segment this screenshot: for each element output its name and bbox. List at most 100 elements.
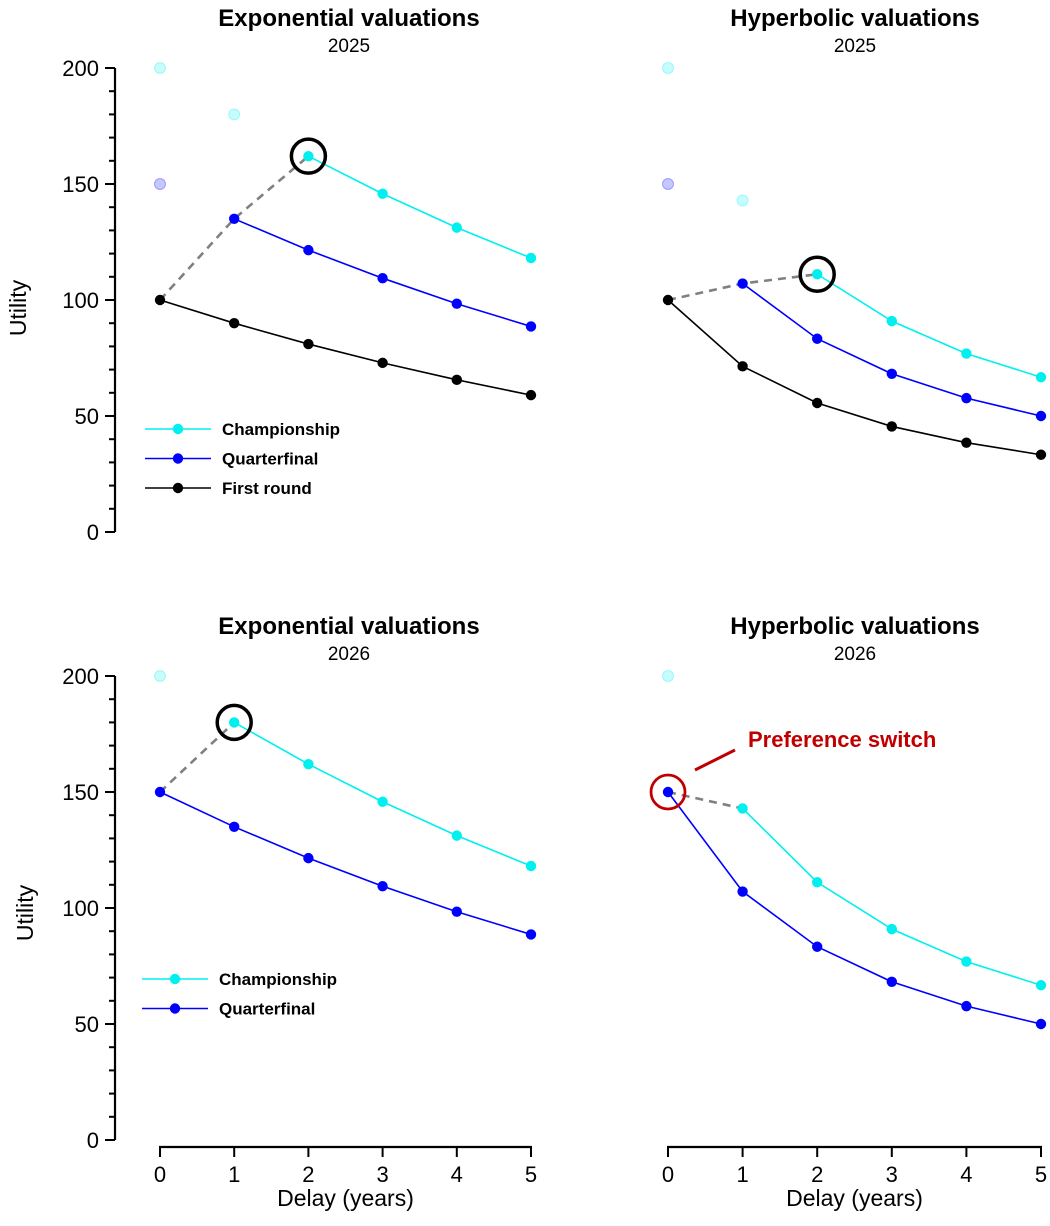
choice-path-dashed-line bbox=[159, 155, 310, 301]
y-tick-label: 200 bbox=[62, 664, 99, 689]
y-tick-label: 150 bbox=[62, 780, 99, 805]
data-point-championship bbox=[886, 923, 897, 935]
data-point-first_round bbox=[303, 338, 314, 350]
chosen-option-circle bbox=[289, 137, 328, 175]
panel-hyp2025: Hyperbolic valuations 2025 bbox=[662, 5, 1047, 460]
choice-path-dashed-line bbox=[667, 790, 743, 810]
chosen-option-circle bbox=[215, 703, 253, 742]
data-point-championship bbox=[886, 315, 897, 327]
y-tick-label: 0 bbox=[87, 1128, 99, 1153]
annotation-label: Preference switch bbox=[748, 727, 936, 752]
data-point-championship bbox=[525, 860, 537, 872]
chosen-option-circle bbox=[798, 255, 836, 293]
data-point-quarterfinal bbox=[154, 786, 166, 798]
panel-title: Hyperbolic valuations bbox=[730, 613, 979, 640]
data-point-quarterfinal bbox=[737, 278, 748, 289]
series-line-first_round bbox=[159, 299, 532, 396]
faded-point-championship bbox=[154, 670, 166, 682]
series-line-first_round bbox=[667, 299, 1042, 456]
data-point-championship bbox=[229, 717, 240, 728]
panel-title: Exponential valuations bbox=[218, 5, 479, 32]
panel-subtitle: 2026 bbox=[328, 644, 370, 665]
faded-point-championship bbox=[154, 62, 166, 74]
data-point-quarterfinal bbox=[451, 906, 462, 917]
data-point-championship bbox=[303, 758, 314, 770]
data-point-first_round bbox=[662, 294, 674, 306]
y-tick-label: 100 bbox=[62, 896, 99, 921]
data-point-first_round bbox=[737, 361, 748, 372]
series-championship bbox=[303, 150, 537, 264]
data-point-quarterfinal bbox=[1035, 410, 1047, 422]
data-point-championship bbox=[451, 830, 462, 841]
series-line-quarterfinal bbox=[233, 218, 532, 328]
x-tick-label: 4 bbox=[960, 1162, 972, 1187]
data-point-quarterfinal bbox=[303, 244, 314, 256]
legend-label: Quarterfinal bbox=[222, 450, 318, 469]
x-tick-label: 3 bbox=[886, 1162, 898, 1187]
x-axis: 0 1 2 3 4 5 Delay (years) bbox=[662, 1145, 1047, 1211]
data-point-quarterfinal bbox=[377, 272, 388, 284]
series-line-quarterfinal bbox=[742, 282, 1042, 417]
y-tick-label: 50 bbox=[75, 1012, 99, 1037]
data-point-first_round bbox=[812, 397, 823, 409]
legend-marker-quarterfinal bbox=[169, 1003, 181, 1014]
data-point-quarterfinal bbox=[812, 333, 823, 344]
panel-exp2026: Exponential valuations2026050100150200Ut… bbox=[12, 613, 537, 1211]
series-line-championship bbox=[233, 721, 532, 867]
y-axis-label: Utility bbox=[5, 279, 31, 336]
x-axis: 0 1 2 3 4 5 Delay (years) bbox=[154, 1145, 537, 1211]
faded-point-championship bbox=[662, 62, 674, 74]
series-line-championship bbox=[742, 807, 1042, 987]
data-point-quarterfinal bbox=[961, 392, 972, 404]
data-point-quarterfinal bbox=[961, 1000, 972, 1012]
y-axis-label: Utility bbox=[12, 884, 38, 941]
data-point-first_round bbox=[961, 437, 972, 448]
data-point-championship bbox=[737, 803, 748, 814]
x-tick-label: 5 bbox=[525, 1162, 537, 1187]
data-point-first_round bbox=[1035, 449, 1047, 460]
x-tick-label: 0 bbox=[154, 1162, 166, 1187]
data-point-quarterfinal bbox=[229, 821, 240, 832]
x-tick-label: 5 bbox=[1035, 1162, 1047, 1187]
data-point-quarterfinal bbox=[525, 929, 537, 940]
data-point-championship bbox=[377, 188, 388, 199]
x-tick-label: 2 bbox=[302, 1162, 314, 1187]
series-championship bbox=[737, 803, 1047, 991]
series-quarterfinal bbox=[662, 786, 1047, 1030]
y-tick-label: 150 bbox=[62, 172, 99, 197]
preference-switch-circle bbox=[649, 773, 687, 811]
x-tick-label: 3 bbox=[376, 1162, 388, 1187]
x-axis-label: Delay (years) bbox=[786, 1185, 923, 1211]
faded-point-championship bbox=[662, 670, 674, 682]
faded-point-championship bbox=[228, 108, 241, 121]
legend: Championship Quarterfinal First round bbox=[145, 420, 340, 498]
x-tick-label: 1 bbox=[228, 1162, 240, 1187]
series-line-quarterfinal bbox=[667, 791, 1042, 1025]
data-point-first_round bbox=[886, 421, 897, 432]
faded-point-quarterfinal bbox=[154, 178, 166, 190]
data-point-quarterfinal bbox=[737, 886, 748, 897]
panel-subtitle: 2026 bbox=[834, 644, 876, 665]
annotation-pointer-line bbox=[694, 748, 736, 772]
series-quarterfinal bbox=[229, 213, 537, 332]
x-tick-label: 4 bbox=[451, 1162, 463, 1187]
panel-subtitle: 2025 bbox=[328, 36, 370, 57]
legend-label: Quarterfinal bbox=[219, 1000, 315, 1019]
data-point-quarterfinal bbox=[525, 321, 537, 332]
data-point-championship bbox=[1035, 980, 1047, 991]
series-championship bbox=[229, 717, 537, 872]
data-point-championship bbox=[961, 348, 972, 359]
legend-label: Championship bbox=[222, 420, 340, 439]
y-tick-label: 100 bbox=[62, 288, 99, 313]
x-axis-label: Delay (years) bbox=[277, 1185, 414, 1211]
y-tick-label: 0 bbox=[87, 520, 99, 545]
series-quarterfinal bbox=[154, 786, 537, 940]
legend: Championship Quarterfinal bbox=[142, 970, 337, 1019]
x-tick-label: 1 bbox=[736, 1162, 748, 1187]
y-axis: 0 50 100 150 200 Utility bbox=[12, 664, 117, 1153]
legend-marker-championship bbox=[169, 973, 181, 985]
data-point-first_round bbox=[451, 374, 462, 386]
legend-marker-championship bbox=[172, 423, 184, 435]
legend-marker-first_round bbox=[172, 482, 184, 494]
